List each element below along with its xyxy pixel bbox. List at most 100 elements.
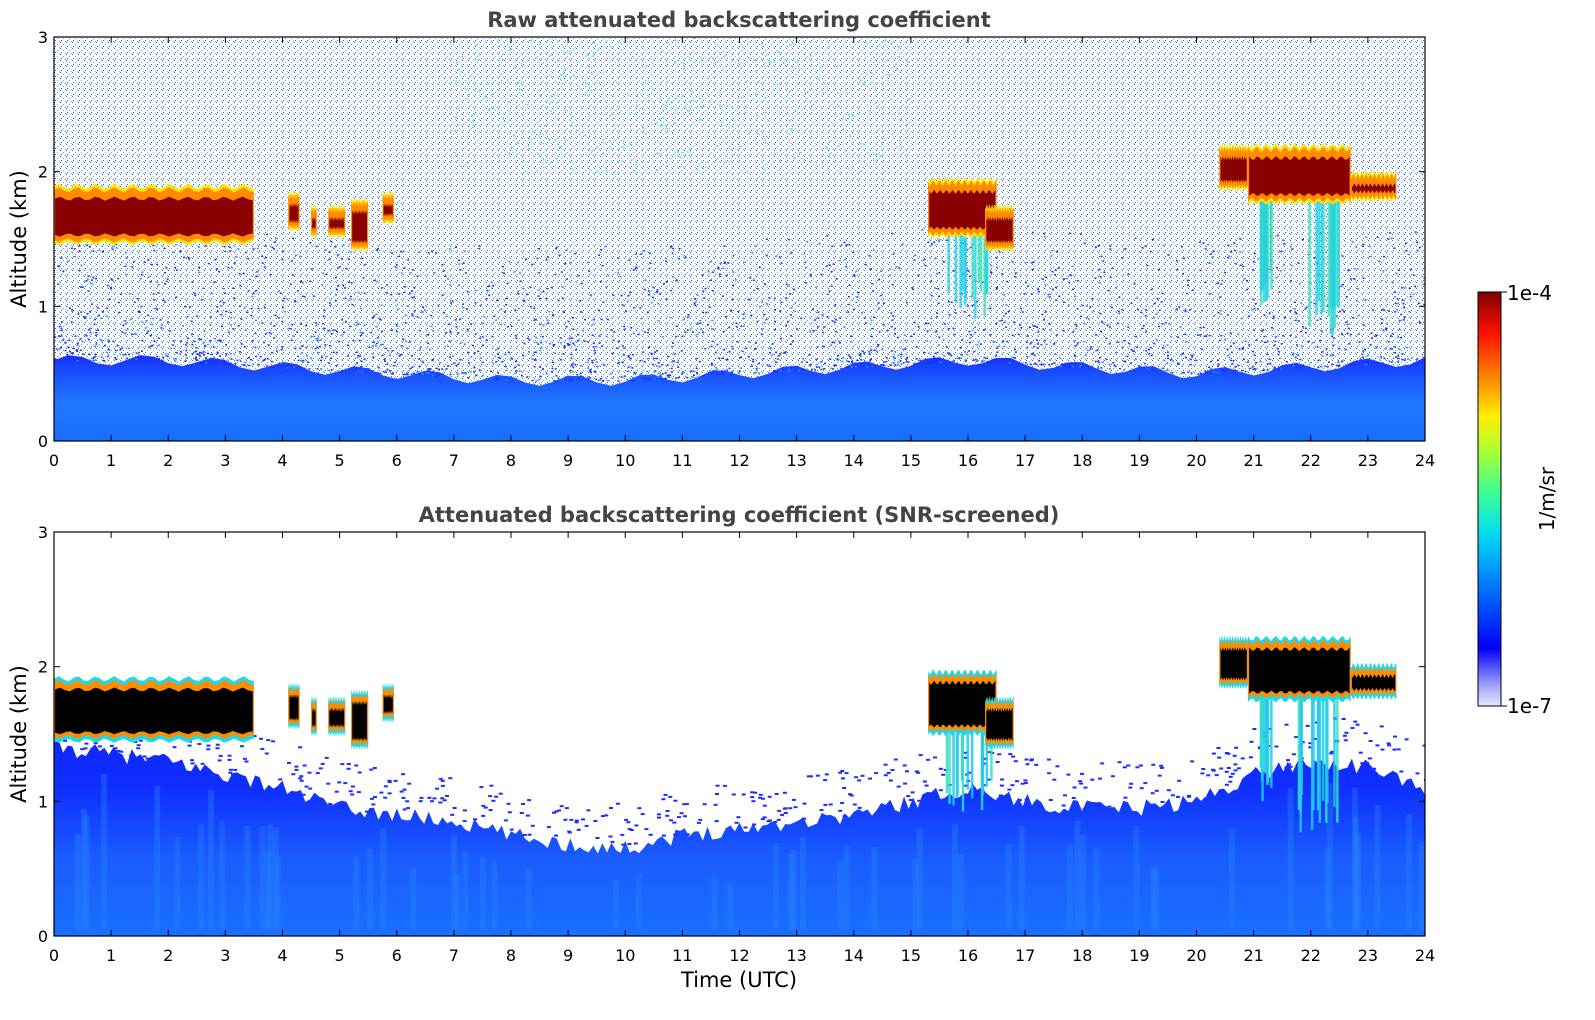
noise-speck bbox=[57, 283, 60, 285]
noise-speck bbox=[623, 328, 626, 331]
noise-speck bbox=[531, 379, 534, 382]
noise-speck-high bbox=[517, 142, 520, 145]
noise-speck bbox=[712, 328, 715, 330]
noise-speck bbox=[64, 342, 67, 344]
screened-fragment bbox=[987, 778, 992, 781]
noise-speck bbox=[1332, 337, 1335, 339]
noise-speck bbox=[633, 306, 636, 309]
noise-speck bbox=[696, 373, 698, 375]
noise-speck bbox=[321, 355, 323, 357]
noise-speck bbox=[290, 260, 293, 262]
noise-speck-high bbox=[716, 158, 718, 161]
screened-fragment bbox=[696, 821, 701, 824]
noise-speck bbox=[927, 362, 930, 364]
x-tick-label: 8 bbox=[506, 451, 516, 470]
noise-speck bbox=[686, 316, 689, 318]
aerosol-plume bbox=[1351, 787, 1358, 930]
noise-speck bbox=[1036, 343, 1039, 345]
noise-speck bbox=[1080, 233, 1082, 235]
noise-speck bbox=[1074, 345, 1077, 347]
noise-speck bbox=[1341, 255, 1344, 257]
noise-speck bbox=[656, 376, 659, 378]
screened-fragment bbox=[793, 806, 798, 809]
noise-speck bbox=[968, 341, 971, 344]
noise-speck bbox=[528, 351, 530, 353]
noise-speck bbox=[894, 350, 897, 353]
screened-fragment bbox=[762, 804, 767, 807]
noise-speck bbox=[86, 313, 89, 315]
noise-speck bbox=[377, 248, 379, 250]
noise-speck bbox=[669, 245, 672, 248]
noise-speck bbox=[418, 365, 421, 368]
noise-speck-high bbox=[654, 122, 657, 124]
screened-fragment bbox=[998, 794, 1003, 797]
noise-speck bbox=[1060, 365, 1063, 368]
screened-fragment bbox=[430, 800, 434, 803]
noise-speck-high bbox=[509, 132, 512, 135]
noise-speck bbox=[934, 352, 937, 355]
noise-speck bbox=[1266, 369, 1269, 371]
noise-speck bbox=[1058, 295, 1061, 297]
noise-speck bbox=[1209, 372, 1212, 374]
noise-speck bbox=[421, 311, 424, 313]
screened-fragment bbox=[963, 751, 968, 754]
noise-speck bbox=[990, 264, 993, 267]
noise-speck bbox=[1037, 288, 1039, 291]
noise-speck bbox=[237, 324, 240, 327]
noise-speck-high bbox=[652, 62, 654, 65]
noise-speck bbox=[625, 310, 628, 313]
noise-speck bbox=[462, 307, 465, 309]
noise-speck bbox=[678, 248, 681, 250]
noise-speck bbox=[481, 375, 484, 377]
noise-speck bbox=[531, 358, 534, 360]
noise-speck bbox=[822, 345, 825, 347]
noise-speck bbox=[1031, 268, 1034, 271]
screened-fragment bbox=[902, 764, 907, 767]
noise-speck bbox=[710, 328, 713, 330]
noise-speck-high bbox=[664, 105, 666, 107]
screened-fragment bbox=[1284, 723, 1289, 726]
noise-speck bbox=[291, 367, 293, 369]
noise-speck bbox=[1348, 343, 1351, 345]
noise-speck bbox=[92, 276, 95, 279]
noise-speck bbox=[327, 329, 330, 332]
noise-speck bbox=[300, 280, 302, 282]
noise-speck bbox=[479, 337, 482, 339]
noise-speck-high bbox=[606, 171, 608, 173]
noise-speck bbox=[535, 341, 538, 344]
noise-speck bbox=[1108, 368, 1111, 370]
noise-speck bbox=[264, 245, 267, 247]
screened-fragment bbox=[751, 800, 756, 803]
noise-speck bbox=[580, 282, 583, 285]
screened-fragment bbox=[1201, 768, 1206, 770]
noise-speck bbox=[60, 257, 63, 259]
noise-speck bbox=[1212, 250, 1215, 253]
noise-speck bbox=[698, 360, 701, 363]
screened-fragment bbox=[1030, 758, 1034, 761]
screened-fragment bbox=[676, 816, 681, 819]
noise-speck bbox=[778, 256, 781, 258]
noise-speck bbox=[927, 322, 930, 325]
noise-speck bbox=[1088, 326, 1091, 329]
noise-speck bbox=[70, 352, 73, 354]
screened-fragment bbox=[298, 777, 303, 780]
noise-speck bbox=[996, 351, 999, 353]
precip-streak bbox=[954, 232, 958, 303]
noise-speck bbox=[862, 365, 865, 367]
noise-speck bbox=[457, 332, 460, 334]
noise-speck-high bbox=[762, 166, 764, 168]
noise-speck-high bbox=[852, 114, 854, 117]
noise-speck-high bbox=[898, 136, 901, 138]
screened-fragment bbox=[1138, 764, 1143, 767]
noise-speck bbox=[111, 279, 114, 281]
noise-speck bbox=[517, 290, 520, 293]
noise-speck-high bbox=[778, 51, 780, 53]
x-tick-label: 24 bbox=[1415, 451, 1435, 470]
noise-speck bbox=[257, 363, 260, 366]
noise-speck bbox=[1109, 276, 1112, 279]
noise-speck-high bbox=[683, 62, 685, 65]
noise-speck bbox=[200, 338, 202, 341]
noise-speck bbox=[1007, 310, 1010, 313]
noise-speck bbox=[747, 298, 750, 301]
